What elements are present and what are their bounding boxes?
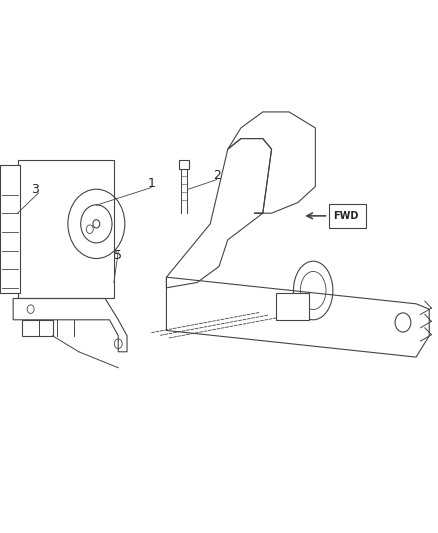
FancyBboxPatch shape: [276, 293, 309, 320]
Text: FWD: FWD: [333, 211, 359, 221]
Text: 5: 5: [114, 249, 122, 262]
Text: 1: 1: [147, 177, 155, 190]
FancyBboxPatch shape: [18, 160, 114, 298]
FancyBboxPatch shape: [328, 204, 366, 228]
Text: 3: 3: [31, 183, 39, 196]
FancyBboxPatch shape: [0, 165, 20, 293]
Text: 2: 2: [213, 169, 221, 182]
